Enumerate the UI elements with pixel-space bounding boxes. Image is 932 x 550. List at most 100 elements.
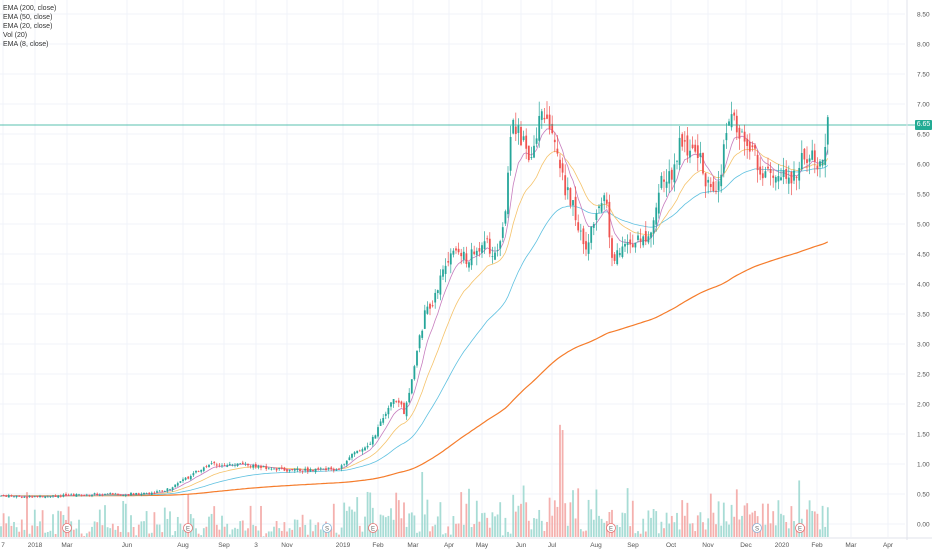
price-axis[interactable]: 8.50 8.00 7.50 7.00 6.50 6.00 5.50 5.00 4.50 4.00…: [906, 0, 930, 540]
volume-bar: [499, 502, 502, 537]
volume-bar: [819, 529, 821, 537]
candle-body: [746, 138, 749, 146]
volume-bar: [517, 505, 520, 537]
volume-bar: [780, 513, 782, 537]
candle-body: [13, 496, 15, 498]
volume-bar: [387, 515, 390, 537]
volume-bar: [777, 500, 780, 537]
volume-bar: [57, 510, 60, 537]
x-tick-label: Sep: [627, 542, 639, 549]
candle-body: [319, 468, 322, 470]
candle-body: [455, 248, 457, 251]
volume-bar: [603, 522, 606, 537]
volume-bar: [75, 528, 78, 537]
y-tick-label: 0.50: [917, 492, 930, 499]
x-tick-label: 2020: [775, 542, 790, 549]
legend-ema20[interactable]: EMA (20, close): [3, 23, 53, 30]
candle-body: [624, 243, 626, 247]
volume-bar: [31, 525, 34, 537]
candle-body: [572, 200, 574, 206]
candle-body: [39, 495, 41, 498]
legend-ema200[interactable]: EMA (200, close): [3, 5, 57, 12]
candle-body: [470, 249, 473, 266]
x-tick-label: May: [476, 542, 489, 549]
event-marker-e[interactable]: E: [183, 523, 193, 533]
volume-bar: [488, 527, 491, 537]
volume-bar: [109, 528, 112, 537]
legend-vol[interactable]: Vol (20): [3, 32, 28, 39]
candle-body: [491, 256, 494, 258]
candle-body: [247, 464, 249, 466]
candle-body: [330, 467, 333, 469]
candle-body: [754, 145, 756, 149]
candle-body: [527, 145, 530, 161]
volume-bar: [46, 532, 49, 537]
time-axis[interactable]: 7 2018 Mar Jun Aug Sep 3 Nov 2019 Feb Mar Apr May Jun…: [0, 537, 932, 549]
candle-body: [70, 494, 73, 496]
volume-bar: [574, 518, 577, 537]
candle-body: [114, 493, 117, 495]
candle-body: [161, 490, 164, 492]
legend-ema50[interactable]: EMA (50, close): [3, 14, 53, 21]
candle-body: [28, 496, 31, 498]
volume-bar: [5, 523, 8, 537]
price-candles: [0, 101, 829, 499]
volume-bar: [104, 505, 106, 537]
candle-body: [655, 207, 658, 225]
volume-bar: [696, 515, 699, 537]
legend-ema8[interactable]: EMA (8, close): [3, 41, 49, 48]
event-marker-label: E: [65, 527, 69, 533]
candle-body: [689, 150, 691, 158]
candle-body: [551, 123, 554, 134]
volume-bar: [13, 521, 15, 537]
candle-body: [819, 161, 821, 167]
volume-bar: [397, 500, 400, 537]
volume-bar: [616, 524, 619, 537]
volume-bar: [299, 527, 301, 537]
candle-body: [538, 115, 541, 141]
event-marker-e[interactable]: E: [368, 523, 378, 533]
candle-body: [176, 483, 179, 486]
volume-bar: [457, 523, 460, 537]
event-marker-s[interactable]: S: [752, 523, 762, 533]
volume-bar: [10, 525, 13, 537]
candle-body: [356, 450, 359, 454]
candle-body: [452, 250, 455, 255]
volume-bar: [481, 513, 483, 537]
event-marker-label: E: [798, 527, 802, 533]
volume-bar: [712, 512, 715, 537]
candle-body: [702, 152, 704, 174]
volume-bar: [676, 512, 678, 537]
event-marker-e[interactable]: E: [795, 523, 805, 533]
candle-body: [49, 496, 52, 498]
candle-body: [574, 196, 577, 221]
volume-bar: [278, 528, 281, 537]
candle-body: [156, 491, 158, 493]
candle-body: [124, 495, 127, 496]
volume-bar: [374, 529, 377, 537]
volume-bar: [707, 518, 710, 537]
event-marker-e[interactable]: E: [606, 523, 616, 533]
candle-body: [774, 177, 777, 183]
volume-bar: [447, 526, 450, 537]
candle-body: [403, 403, 405, 414]
volume-bar: [496, 514, 499, 537]
event-marker-e[interactable]: E: [62, 523, 72, 533]
volume-bar: [195, 528, 197, 537]
candle-body: [501, 227, 504, 238]
volume-bar: [358, 525, 361, 537]
volume-bar: [624, 513, 626, 537]
candle-body: [751, 145, 754, 148]
volume-bar: [156, 524, 158, 537]
candle-body: [761, 173, 764, 179]
volume-bar: [205, 526, 208, 537]
event-marker-s[interactable]: S: [322, 523, 332, 533]
volume-bar: [98, 509, 101, 537]
volume-bar: [158, 524, 161, 537]
volume-bar: [140, 521, 143, 537]
volume-bar: [678, 529, 681, 537]
volume-bar: [709, 493, 712, 537]
volume-bar: [465, 503, 468, 537]
